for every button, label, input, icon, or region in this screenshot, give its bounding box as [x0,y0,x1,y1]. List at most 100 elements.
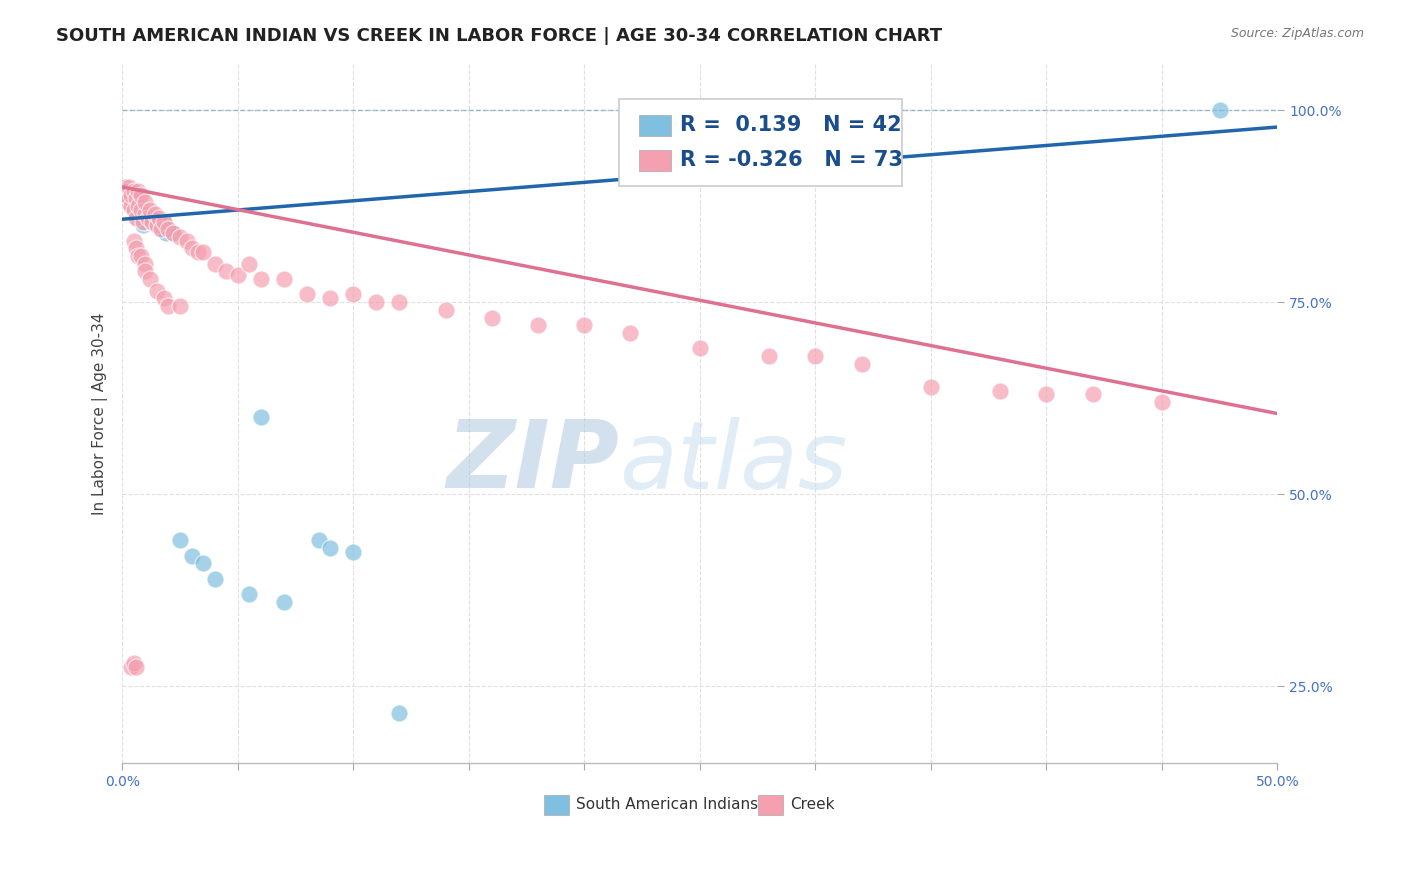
Point [204,572,226,586]
Text: South American Indians: South American Indians [576,797,758,813]
Point [527,318,550,333]
Point [215,264,238,278]
Point [366,295,388,310]
Point [120,187,142,202]
Point [139,272,162,286]
Point [134,207,156,221]
Text: ZIP: ZIP [446,417,619,508]
Point [118,192,141,206]
Point [157,222,180,236]
Point [238,257,260,271]
Point [153,214,176,228]
Point [120,199,142,213]
Point [187,245,209,260]
Text: atlas: atlas [619,417,848,508]
Point [150,222,173,236]
Point [388,706,411,720]
Point [141,214,163,228]
Point [125,192,148,206]
Point [122,184,145,198]
Point [127,184,149,198]
Point [120,192,142,206]
Point [125,195,148,210]
Point [619,326,641,340]
Point [125,660,148,674]
Point [180,241,202,255]
Point [169,230,191,244]
Point [139,202,162,217]
Point [146,219,169,233]
Point [114,184,136,198]
Point [273,595,295,609]
Point [157,222,180,236]
Point [920,379,942,393]
Point [134,264,156,278]
Point [169,299,191,313]
Bar [544,795,569,815]
Point [141,214,163,228]
Point [122,234,145,248]
Point [574,318,596,333]
Point [319,541,342,555]
Point [150,222,173,236]
Text: SOUTH AMERICAN INDIAN VS CREEK IN LABOR FORCE | AGE 30-34 CORRELATION CHART: SOUTH AMERICAN INDIAN VS CREEK IN LABOR … [56,27,942,45]
Point [689,341,711,355]
Point [143,207,166,221]
Point [155,226,177,240]
Point [250,410,273,425]
Point [226,268,249,283]
Point [295,287,318,301]
Point [146,284,169,298]
Point [319,291,342,305]
Point [118,187,141,202]
Point [1208,103,1230,117]
Point [129,199,152,213]
Point [1150,395,1173,409]
Bar [638,150,671,171]
Point [115,184,138,198]
Point [115,195,138,210]
Point [136,211,159,225]
Point [434,302,457,317]
Point [115,184,138,198]
Point [125,241,148,255]
Point [308,533,330,548]
Point [122,199,145,213]
Point [127,199,149,213]
Point [139,211,162,225]
Point [342,287,364,301]
Point [162,226,184,240]
Point [388,295,411,310]
FancyBboxPatch shape [619,99,901,186]
Text: Source: ZipAtlas.com: Source: ZipAtlas.com [1230,27,1364,40]
Point [134,257,156,271]
Point [125,211,148,225]
Point [238,587,260,601]
Point [120,660,142,674]
Point [122,656,145,670]
Point [176,234,198,248]
Point [157,299,180,313]
Point [191,245,214,260]
Point [120,199,142,213]
Bar [758,795,783,815]
Point [153,291,176,305]
Point [250,272,273,286]
Text: R =  0.139   N = 42: R = 0.139 N = 42 [681,115,901,135]
Point [150,219,173,233]
Point [134,195,156,210]
Point [134,214,156,228]
Point [118,192,141,206]
Point [134,207,156,221]
Point [118,180,141,194]
Point [114,180,136,194]
Point [148,211,170,225]
Point [988,384,1011,398]
Point [146,219,169,233]
Point [129,249,152,263]
Point [125,202,148,217]
Point [180,549,202,563]
Point [204,257,226,271]
Point [1081,387,1104,401]
Point [153,214,176,228]
